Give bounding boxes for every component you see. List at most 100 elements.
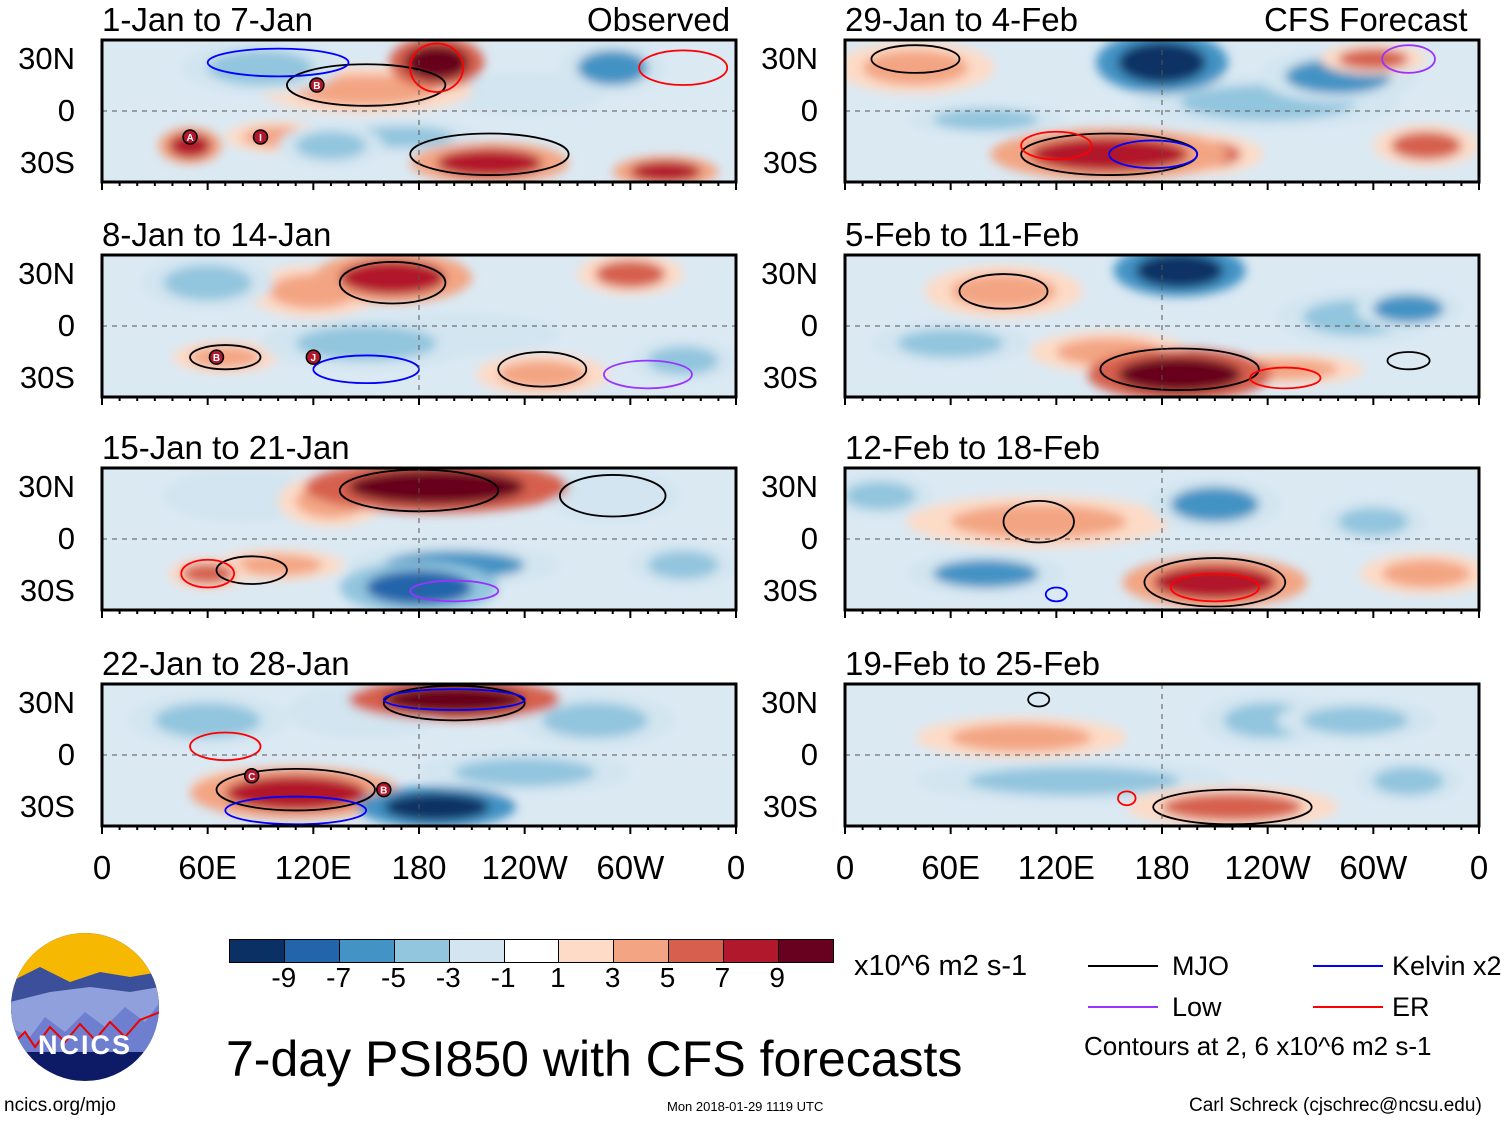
colorbar-label: 9 [769, 962, 785, 993]
psi-anomaly-region [404, 45, 469, 80]
contour-line [1002, 500, 1075, 544]
x-tick-label: 60W [1339, 849, 1408, 886]
psi-anomaly-region [630, 161, 701, 182]
x-tick-label: 180 [391, 849, 447, 886]
psi-anomaly-region [295, 131, 367, 160]
contour-line [958, 273, 1049, 310]
psi-anomaly-region [339, 260, 446, 295]
contour-line [558, 474, 667, 518]
psi-anomaly-region [190, 346, 261, 368]
legend-line-er [1313, 1006, 1383, 1008]
psi-anomaly-region [436, 149, 543, 177]
storm-label: A [186, 133, 193, 144]
y-tick-label: 30S [762, 572, 818, 608]
map-panel: A B I [100, 38, 738, 190]
y-tick-label: 30N [18, 41, 75, 77]
psi-anomaly-region [1135, 255, 1224, 288]
contour-line [870, 44, 961, 74]
url-link[interactable]: ncics.org/mjo [4, 1095, 116, 1116]
colorbar-label: -9 [271, 962, 297, 993]
contour-line [286, 63, 447, 107]
psi-anomaly-region [1338, 48, 1409, 70]
x-tick-label: 0 [726, 849, 746, 886]
y-tick-label: 0 [57, 737, 75, 772]
y-tick-label: 30S [762, 788, 818, 824]
contour-line [1386, 351, 1431, 371]
contour-line [603, 359, 693, 390]
y-tick-label: 0 [800, 737, 818, 772]
y-tick-label: 0 [800, 308, 818, 343]
psi-anomaly-region [1162, 793, 1303, 821]
psi-anomaly-region [1390, 131, 1462, 160]
contour-line [1152, 788, 1313, 826]
colorbar [229, 939, 834, 963]
psi-anomaly-region [845, 481, 916, 510]
psi-anomaly-region [1338, 507, 1409, 536]
psi-anomaly-region [234, 554, 323, 576]
psi-anomaly-region [383, 793, 490, 821]
colorbar-label: -7 [326, 962, 352, 993]
panel-title: 19-Feb to 25-Feb [845, 645, 1100, 682]
psi-anomaly-region [1153, 564, 1277, 600]
panel-title: 29-Jan to 4-Feb [845, 1, 1078, 38]
y-tick-label: 30N [18, 685, 75, 721]
storm-marker: B [309, 77, 325, 93]
contour-line [1027, 691, 1051, 708]
colorbar-label: 3 [604, 962, 621, 993]
timestamp: Mon 2018-01-29 1119 UTC [667, 1099, 824, 1114]
storm-label: B [313, 81, 320, 92]
contour-line [1044, 586, 1068, 603]
panel-title: 22-Jan to 28-Jan [102, 645, 350, 682]
y-tick-label: 30N [18, 256, 75, 292]
contour-line [409, 579, 500, 603]
credit: Carl Schreck (cjschrec@ncsu.edu) [1189, 1095, 1482, 1116]
legend-low: Low [1172, 992, 1222, 1022]
psi-anomaly-region [950, 504, 1127, 539]
storm-marker: B [208, 349, 225, 365]
y-tick-label: 30S [762, 144, 818, 180]
y-tick-label: 0 [57, 93, 75, 128]
colorbar-label: -1 [490, 962, 516, 993]
contour-note: Contours at 2, 6 x10^6 m2 s-1 [1084, 1031, 1432, 1061]
contour-line [409, 132, 570, 176]
legend-line-kelvin [1313, 965, 1383, 967]
psi-anomaly-region [163, 265, 252, 301]
colorbar-swatch [723, 940, 779, 962]
colorbar-label: 7 [714, 962, 731, 993]
storm-label: I [259, 133, 262, 144]
contour-line [1117, 790, 1137, 807]
colorbar-swatch [338, 940, 394, 962]
psi-anomaly-region [207, 50, 314, 86]
panel-title: 1-Jan to 7-Jan [102, 1, 313, 38]
legend-kelvin: Kelvin x2 [1392, 951, 1502, 981]
contour-line [1143, 557, 1287, 608]
colorbar-swatch [230, 940, 284, 962]
y-tick-label: 30S [19, 144, 75, 180]
contour-line [1020, 130, 1093, 161]
observed-label: Observed [587, 1, 731, 38]
colorbar-swatch [283, 940, 339, 962]
psi-anomaly-region [471, 79, 578, 108]
storm-label: B [380, 786, 387, 797]
psi-anomaly-region [933, 559, 1039, 588]
map-panel [843, 682, 1481, 834]
map-panel [843, 38, 1481, 190]
x-tick-label: 60W [596, 849, 665, 886]
x-tick-label: 120W [1224, 849, 1311, 886]
y-tick-label: 30N [761, 256, 818, 292]
contour-line [189, 731, 262, 762]
contour-line [1108, 139, 1199, 170]
colorbar-swatch [668, 940, 724, 962]
psi-anomaly-region [568, 478, 657, 514]
x-tick-label: 0 [1469, 849, 1489, 886]
x-tick-label: 0 [835, 849, 855, 886]
colorbar-swatch [613, 940, 669, 962]
panel-title: 12-Feb to 18-Feb [845, 429, 1100, 466]
storm-label: J [311, 353, 317, 364]
y-tick-label: 30S [19, 572, 75, 608]
map-panel [843, 466, 1481, 618]
psi-anomaly-region [933, 109, 1039, 131]
y-tick-label: 0 [57, 308, 75, 343]
psi-anomaly-region [950, 723, 1092, 752]
